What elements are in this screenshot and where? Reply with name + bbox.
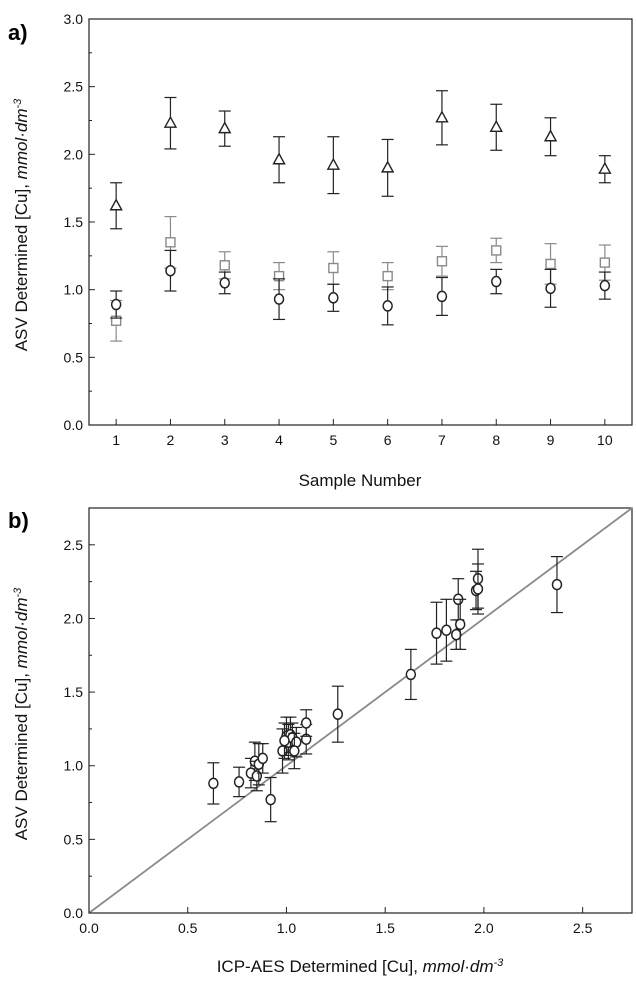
panel-a-ticks: 1 2 3 4 5 6 7 8 9 10 0.0 0.5 1.0 1.5 2.0 2.5 3.0 [64, 11, 613, 448]
y-tick-label: 1.5 [64, 214, 84, 230]
circle-point [110, 298, 122, 311]
triangle-point [163, 115, 178, 128]
circle-point [382, 300, 393, 312]
circle-point [265, 793, 276, 806]
y-tick-label: 2.5 [64, 79, 84, 95]
circle-point [436, 290, 448, 303]
square-point [491, 245, 502, 256]
square-point [328, 262, 339, 274]
x-tick-label: 9 [547, 432, 555, 448]
x-tick-label: 2.0 [474, 920, 494, 936]
triangle-point [109, 198, 123, 211]
circle-point [451, 628, 462, 641]
panel-b-plot-frame [88, 507, 633, 914]
x-tick-label: 7 [438, 432, 446, 448]
circle-point [279, 734, 290, 747]
circle-point [454, 618, 466, 631]
triangle-point [489, 119, 503, 132]
panel-b-x-axis-title: ICP-AES Determined [Cu], mmol·dm-3 [217, 957, 504, 976]
circle-point [405, 668, 417, 681]
square-point [165, 237, 176, 248]
circle-point [277, 745, 288, 757]
y-tick-label: 0.0 [64, 417, 84, 433]
panel-b-y-axis-title: ASV Determined [Cu], mmol·dm-3 [12, 587, 31, 840]
y-tick-label: 0.0 [64, 905, 84, 921]
x-tick-label: 2 [167, 432, 175, 448]
triangle-point [543, 129, 558, 142]
y-tick-label: 1.0 [64, 758, 84, 774]
square-point [382, 270, 393, 282]
x-tick-label: 4 [275, 432, 283, 448]
panel-a: a) 1 2 3 4 5 6 7 8 9 10 0.0 0.5 1.0 1.5 2.0 2.5 3.0 Samp… [8, 11, 633, 490]
x-tick-label: 10 [597, 432, 613, 448]
x-tick-label: 2.5 [573, 920, 593, 936]
y-tick-label: 2.0 [64, 610, 84, 626]
y-tick-label: 1.5 [64, 684, 84, 700]
panel-b-data-marks [207, 548, 563, 823]
circle-point [599, 279, 611, 292]
y-tick-label: 0.5 [64, 831, 84, 847]
triangle-point [326, 157, 341, 170]
x-tick-label: 5 [329, 432, 337, 448]
square-point [219, 260, 230, 271]
y-tick-label: 1.0 [64, 282, 84, 298]
x-tick-label: 0.5 [178, 920, 198, 936]
circle-point [491, 275, 502, 288]
circle-point [165, 264, 176, 277]
circle-point [431, 627, 442, 639]
x-tick-label: 3 [221, 432, 229, 448]
panel-a-data-marks [109, 90, 612, 342]
y-tick-label: 2.5 [64, 537, 84, 553]
panel-b-reference-line [88, 507, 633, 914]
x-tick-label: 6 [384, 432, 392, 448]
y-tick-label: 0.5 [64, 349, 84, 365]
triangle-point [598, 161, 612, 174]
triangle-point [435, 110, 449, 123]
circle-point [545, 282, 556, 295]
x-tick-label: 1 [112, 432, 120, 448]
x-tick-label: 1.0 [277, 920, 297, 936]
circle-point [551, 578, 563, 591]
triangle-point [218, 121, 232, 134]
y-tick-label: 2.0 [64, 146, 84, 162]
circle-point [289, 745, 300, 757]
square-point [545, 258, 556, 270]
y-tick-label: 3.0 [64, 11, 84, 27]
circle-point [441, 624, 452, 636]
circle-point [328, 292, 339, 304]
circle-point [472, 583, 484, 595]
circle-point [208, 777, 219, 790]
panel-a-y-axis-title: ASV Determined [Cu], mmol·dm-3 [12, 98, 31, 351]
circle-point [257, 752, 269, 765]
panel-a-label: a) [8, 20, 28, 45]
circle-point [273, 293, 285, 305]
panel-b: b) 0.0 0.5 1.0 1.5 2.0 2.50.00.51.01.52.02.5 … [8, 507, 633, 976]
panel-b-label: b) [8, 508, 29, 533]
triangle-point [272, 152, 286, 165]
panel-a-x-axis-title: Sample Number [299, 471, 422, 490]
circle-point [332, 708, 344, 720]
circle-point [219, 277, 230, 289]
square-point [436, 256, 448, 267]
x-tick-label: 0.0 [79, 920, 99, 936]
circle-point [233, 776, 245, 788]
circle-point [300, 717, 312, 729]
square-point [599, 257, 611, 268]
x-tick-label: 8 [492, 432, 500, 448]
triangle-point [380, 160, 395, 173]
panel-b-ticks: 0.0 0.5 1.0 1.5 2.0 2.5 0.0 0.5 1.0 1.5 2.0 2.5 [64, 537, 593, 936]
x-tick-label: 1.5 [375, 920, 395, 936]
